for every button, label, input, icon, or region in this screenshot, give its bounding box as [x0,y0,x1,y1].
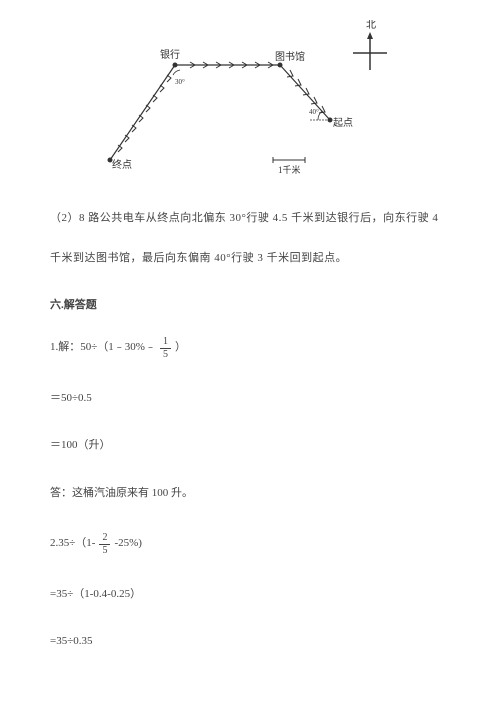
library-label: 图书馆 [275,50,305,63]
solution2-line1: 2.35÷（1- 2 5 -25%) [50,533,450,556]
problem2-text2: 千米到达图书馆，最后向东偏南 40°行驶 3 千米回到起点。 [50,250,450,268]
solution1-answer: 答：这桶汽油原来有 100 升。 [50,485,450,503]
scale-bar: 1千米 [273,157,305,175]
section-title: 六.解答题 [50,297,450,315]
solution2-line2: =35÷（1-0.4-0.25） [50,586,450,604]
compass: 北 [353,20,387,70]
route-path: 30° 40° 银行 图书馆 起点 终点 [108,48,354,171]
start-label: 起点 [333,117,353,129]
solution2-line3: =35÷0.35 [50,633,450,651]
north-text: 北 [366,20,376,31]
problem2-text1: （2）8 路公共电车从终点向北偏东 30°行驶 4.5 千米到达银行后，向东行驶… [50,210,450,228]
svg-text:30°: 30° [175,78,185,86]
fraction-2-5: 2 5 [99,533,110,556]
svg-text:1千米: 1千米 [278,164,301,175]
fraction-1-5: 1 5 [160,337,171,360]
solution1-line3: ＝100（升） [50,437,450,455]
route-diagram: 北 [90,20,410,190]
svg-text:40°: 40° [309,108,319,116]
bank-label: 银行 [160,48,180,61]
diagram-svg: 北 [90,20,410,190]
solution1-line1: 1.解：50÷（1﹣30%﹣ 1 5 ） [50,337,450,360]
solution1-line2: ＝50÷0.5 [50,390,450,408]
end-label: 终点 [112,158,132,171]
